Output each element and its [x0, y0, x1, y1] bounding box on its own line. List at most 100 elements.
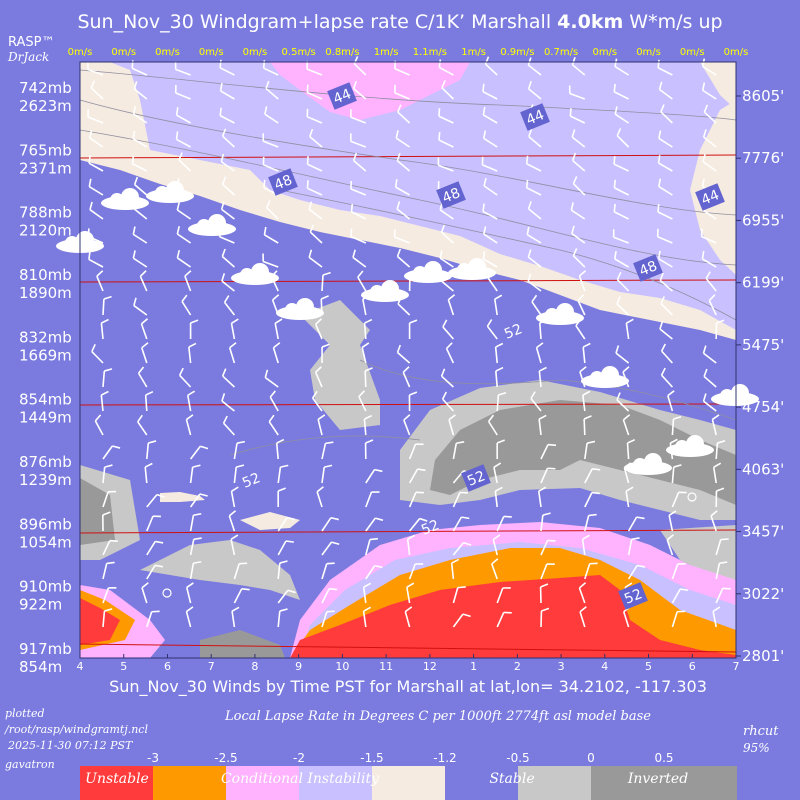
wind-barb [666, 534, 674, 556]
wind-barb [584, 468, 601, 484]
wstar-label: 0.7m/s [544, 47, 578, 58]
wstar-label: 0.8m/s [325, 47, 359, 58]
wind-barb [626, 438, 636, 460]
wind-barb [274, 318, 283, 340]
pressure-label: 810mb [19, 266, 72, 284]
wind-barb [321, 562, 335, 580]
wind-barb [702, 129, 717, 148]
wind-barb [540, 512, 551, 532]
pressure-label: 788mb [19, 204, 72, 222]
wind-barb [703, 368, 717, 388]
wind-barb [482, 130, 498, 148]
wind-barb [440, 272, 454, 292]
wind-barb [538, 414, 547, 436]
wind-barb [495, 366, 504, 388]
wind-barb [221, 128, 235, 148]
wind-barb [396, 201, 411, 220]
wind-barb [700, 228, 717, 244]
wind-barb [353, 56, 367, 76]
x-tick-label: 6 [689, 660, 696, 673]
colorbar-tick-label: -2.5 [214, 751, 237, 765]
wind-barb [94, 414, 104, 436]
wind-barb [538, 366, 547, 388]
wind-barb [87, 61, 104, 76]
wind-barb [264, 369, 279, 388]
wind-barb [540, 539, 556, 556]
svg-text:44: 44 [331, 86, 354, 108]
chart-title: Sun_Nov_30 Windgram+lapse rate C/1K’ Mar… [77, 11, 722, 33]
wind-barb [228, 342, 237, 364]
wind-barb [188, 342, 197, 364]
wind-barb [660, 104, 673, 124]
wind-barb [568, 85, 586, 100]
wind-barb [613, 250, 630, 268]
wind-barb [349, 133, 367, 148]
wind-barb [277, 540, 294, 556]
wind-barb [132, 130, 148, 148]
wind-barb [710, 510, 718, 532]
wind-barb [408, 271, 418, 292]
wind-barb [102, 561, 115, 580]
wind-barb [102, 464, 113, 484]
wind-barb [350, 228, 367, 244]
svg-text:52: 52 [419, 517, 442, 539]
wind-barb [277, 487, 286, 508]
cloud-icon [231, 263, 279, 285]
wind-barb [132, 106, 148, 124]
wind-barb [571, 56, 586, 76]
x-tick-label: 8 [251, 660, 258, 673]
wind-barb [264, 106, 279, 124]
wind-barb [222, 415, 235, 436]
wstar-label: 1m/s [461, 47, 486, 58]
wstar-label: 1.1m/s [413, 47, 447, 58]
contour-label: 52 [618, 582, 648, 610]
height-ft-label: 3457' [742, 523, 784, 541]
wind-barb [185, 606, 194, 628]
wind-barbs [87, 56, 731, 628]
wind-barb [306, 180, 323, 196]
wind-barb [176, 250, 192, 268]
wind-barb [178, 152, 192, 172]
wind-barb [538, 318, 548, 340]
wind-barb [402, 366, 411, 388]
wind-barb [408, 563, 424, 580]
wind-barb [314, 366, 323, 388]
footer-percent: 95% [743, 741, 770, 755]
wind-barb [493, 294, 503, 316]
wind-barb [442, 319, 455, 340]
wind-barb [572, 176, 586, 196]
height-m-label: 854m [19, 658, 62, 676]
wind-barb [408, 319, 418, 340]
wind-barb [186, 390, 196, 412]
wind-barb [146, 610, 160, 628]
svg-text:52: 52 [465, 468, 488, 490]
wind-barb [102, 295, 112, 316]
wstar-label: 0.9m/s [500, 47, 534, 58]
wind-barb [403, 414, 411, 436]
wind-barb [233, 464, 245, 484]
wind-barb [569, 108, 586, 124]
contour-label: 48 [633, 254, 663, 282]
wind-barb [350, 109, 367, 124]
wind-barb [144, 462, 153, 484]
wind-barb [496, 391, 507, 412]
x-tick-label: 7 [733, 660, 740, 673]
wind-barb [658, 178, 673, 196]
wind-barb [712, 606, 721, 628]
wind-barb [712, 462, 722, 484]
wind-barb [363, 414, 373, 436]
height-m-label: 1669m [19, 346, 72, 364]
wind-barb [579, 606, 587, 628]
wind-barb [88, 155, 104, 172]
x-tick-label: 6 [164, 660, 171, 673]
wind-barb [581, 534, 590, 556]
colorbar-segment [153, 766, 226, 800]
wind-barb [146, 493, 165, 508]
wind-barb [275, 438, 285, 460]
wind-barb [365, 564, 383, 580]
colorbar-title: Local Lapse Rate in Degrees C per 1000ft… [224, 709, 651, 724]
wind-barb [625, 318, 634, 340]
cloud-icon [188, 214, 236, 236]
wind-barb [221, 176, 235, 196]
wind-barb [452, 541, 472, 556]
